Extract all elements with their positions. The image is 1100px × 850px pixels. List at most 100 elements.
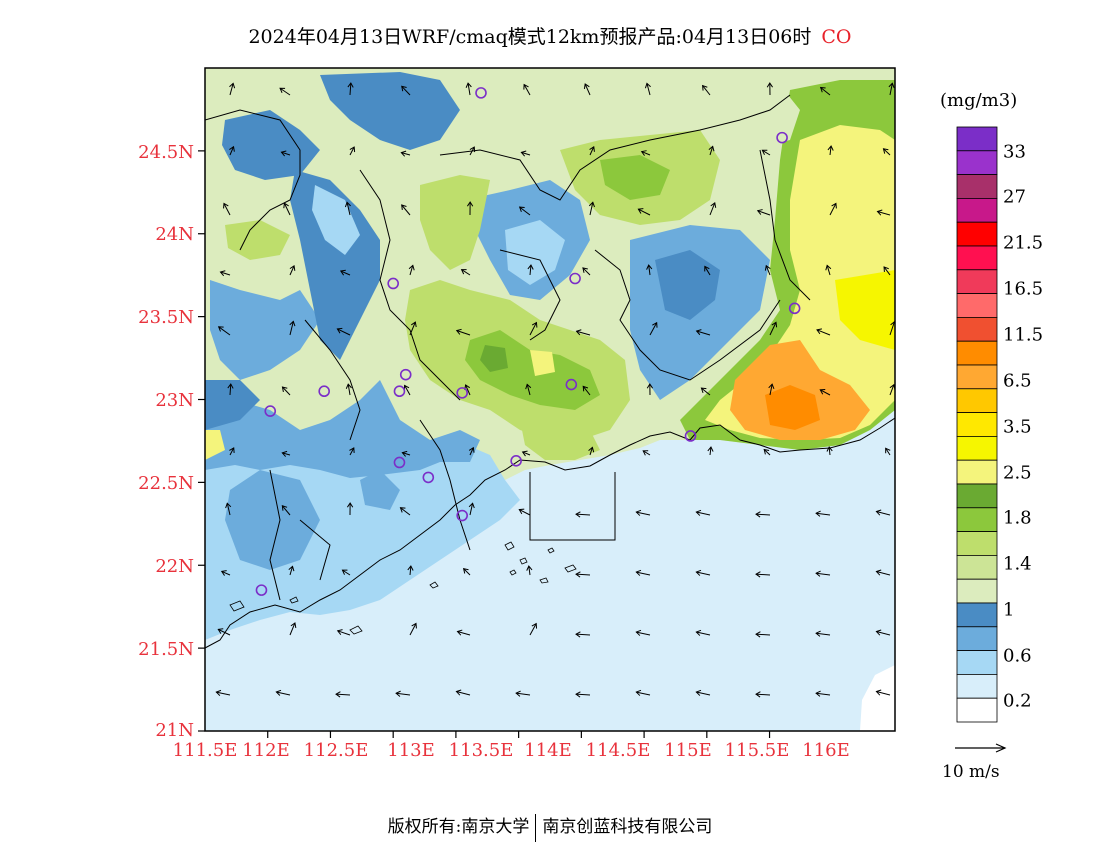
- lon-label-113: 113E: [387, 740, 435, 761]
- colorbar-swatch: [956, 221, 998, 247]
- wind-arrow: [588, 201, 595, 216]
- wind-arrow: [518, 508, 531, 516]
- wind-arrow: [589, 145, 595, 156]
- colorbar-label-0-2: 0.2: [1003, 690, 1032, 712]
- wind-arrow: [883, 266, 891, 276]
- wind-arrow: [815, 510, 831, 517]
- wind-arrow: [635, 569, 651, 576]
- colorbar-swatch: [956, 412, 998, 437]
- colorbar-swatch: [956, 531, 998, 556]
- lat-label-21-5: 21.5N: [138, 639, 194, 660]
- wind-arrow: [229, 447, 235, 456]
- wind-arrow: [640, 150, 651, 156]
- wind-arrow: [829, 202, 837, 216]
- wind-arrow: [281, 505, 291, 516]
- wind-arrow: [885, 447, 891, 456]
- wind-arrow: [876, 209, 891, 216]
- colorbar-label-27: 27: [1003, 186, 1026, 208]
- wind-arrow: [289, 622, 297, 636]
- wind-arrow: [408, 264, 415, 276]
- lon-label-116: 116E: [802, 740, 850, 761]
- wind-arrow: [815, 570, 831, 577]
- station-marker: [565, 378, 578, 391]
- colorbar-label-1: 1: [1003, 599, 1015, 621]
- wind-arrow: [220, 570, 231, 576]
- station-marker: [318, 385, 330, 398]
- wind-arrow: [462, 567, 471, 576]
- wind-arrow: [635, 689, 651, 696]
- wind-arrow: [521, 450, 531, 457]
- lat-label-22: 22N: [155, 556, 194, 577]
- colorbar-label-11-5: 11.5: [1003, 324, 1044, 346]
- wind-arrow: [582, 385, 591, 396]
- wind-arrow: [347, 82, 354, 96]
- wind-arrow: [456, 629, 471, 636]
- islands: [229, 541, 577, 635]
- wind-arrow: [281, 450, 291, 457]
- wind-arrow: [575, 631, 591, 638]
- colorbar-label-0-6: 0.6: [1003, 645, 1032, 667]
- wind-arrow: [399, 507, 411, 516]
- colorbar-label-16-5: 16.5: [1003, 278, 1044, 300]
- wind-arrow: [460, 269, 471, 276]
- wind-vectors: [215, 82, 895, 698]
- wind-arrow: [407, 565, 414, 576]
- station-marker: [510, 455, 522, 467]
- wind-arrow: [466, 201, 474, 216]
- colorbar-unit: (mg/m3): [940, 90, 1018, 111]
- wind-arrow: [875, 689, 891, 696]
- wind-arrow: [764, 264, 771, 276]
- colorbar-swatch: [956, 245, 998, 271]
- wind-arrow: [465, 82, 472, 96]
- wind-arrow: [401, 450, 411, 457]
- wind-arrow: [755, 631, 771, 638]
- wind-arrow: [827, 145, 834, 156]
- wind-arrow: [695, 509, 711, 516]
- wind-reference-arrow: [955, 743, 1007, 753]
- title-text: 2024年04月13日WRF/cmaq模式12km预报产品:04月13日06时: [248, 26, 812, 48]
- wind-arrow: [346, 502, 354, 516]
- colorbar-swatch: [956, 650, 998, 675]
- colorbar-swatch: [956, 197, 998, 223]
- lon-label-113-5: 113.5E: [448, 740, 514, 761]
- colorbar-label-2-5: 2.5: [1003, 462, 1032, 484]
- wind-arrow: [401, 85, 411, 96]
- colorbar-label-1-4: 1.4: [1003, 553, 1032, 575]
- colorbar-swatch: [956, 626, 998, 651]
- wind-arrow: [702, 84, 711, 96]
- colorbar-label-1-8: 1.8: [1003, 507, 1032, 529]
- wind-arrow: [875, 509, 891, 516]
- lat-label-22-5: 22.5N: [138, 473, 194, 494]
- colorbar-swatch: [956, 388, 998, 413]
- station-marker: [456, 387, 468, 399]
- lon-label-111-5: 111.5E: [172, 740, 238, 761]
- colorbar-swatch: [956, 555, 998, 580]
- colorbar: [956, 126, 998, 723]
- wind-arrow: [875, 569, 891, 576]
- colorbar-swatch: [956, 316, 998, 342]
- wind-arrow: [280, 150, 291, 157]
- wind-arrow: [755, 571, 771, 578]
- wind-arrow: [649, 321, 658, 336]
- wind-arrow: [819, 388, 831, 396]
- wind-arrow: [289, 265, 296, 276]
- wind-arrow: [763, 448, 771, 456]
- wind-arrow: [707, 446, 714, 456]
- colorbar-swatch: [956, 340, 998, 366]
- station-marker: [456, 509, 468, 522]
- wind-arrow: [335, 691, 351, 698]
- wind-arrow: [637, 208, 651, 216]
- wind-arrow: [644, 82, 651, 96]
- station-marker: [684, 430, 697, 442]
- colorbar-swatch: [956, 293, 998, 318]
- colorbar-swatch: [956, 697, 998, 723]
- lat-label-23-5: 23.5N: [138, 307, 194, 328]
- wind-arrow: [409, 321, 417, 336]
- wind-reference-label: 10 m/s: [942, 762, 1000, 782]
- wind-arrow: [515, 690, 531, 697]
- wind-arrow: [709, 202, 717, 216]
- wind-arrow: [223, 202, 231, 216]
- footer-divider: [535, 813, 537, 842]
- wind-arrow: [646, 264, 653, 276]
- wind-arrow: [575, 571, 591, 578]
